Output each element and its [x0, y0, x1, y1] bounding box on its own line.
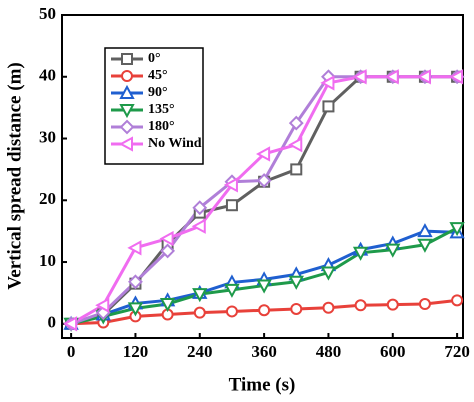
marker [290, 163, 303, 176]
legend-label: No Wind [148, 136, 202, 151]
marker [256, 279, 272, 294]
marker [384, 69, 399, 85]
marker [322, 301, 335, 314]
marker [258, 304, 271, 317]
legend-label: 0° [148, 51, 161, 66]
marker [417, 223, 433, 238]
x-tick-label: 360 [251, 342, 277, 361]
marker [127, 302, 144, 317]
y-tick-label: 20 [39, 189, 56, 208]
marker [160, 243, 176, 259]
marker [288, 275, 304, 290]
marker [386, 298, 399, 311]
marker [449, 222, 465, 237]
y-tick-label: 50 [39, 4, 56, 23]
marker [225, 199, 238, 212]
y-tick-label: 10 [39, 251, 56, 270]
marker [193, 306, 206, 319]
marker [354, 299, 367, 312]
marker [320, 75, 335, 91]
marker [320, 266, 337, 281]
y-tick-label: 30 [39, 127, 56, 146]
marker [159, 298, 176, 313]
y-tick-label: 40 [39, 66, 56, 85]
marker [256, 173, 272, 188]
marker [121, 70, 133, 82]
marker [290, 302, 303, 315]
marker [385, 243, 401, 258]
marker [451, 294, 464, 307]
marker [119, 119, 135, 135]
x-tick-label: 720 [444, 342, 470, 361]
legend-label: 90° [148, 85, 168, 100]
x-tick-label: 0 [67, 342, 76, 361]
marker [416, 69, 431, 85]
marker [121, 53, 133, 65]
marker [224, 283, 240, 298]
marker [192, 288, 208, 303]
marker [127, 240, 142, 256]
marker [159, 230, 174, 247]
marker [449, 69, 464, 85]
marker [119, 84, 135, 99]
marker [352, 246, 369, 261]
marker [223, 177, 238, 193]
marker [192, 200, 208, 216]
marker [256, 146, 271, 162]
marker [288, 115, 304, 131]
marker [95, 297, 110, 313]
plot-frame [61, 14, 464, 339]
marker [191, 218, 206, 234]
legend-label: 45° [148, 68, 168, 83]
marker [225, 305, 238, 318]
marker [288, 137, 303, 153]
legend-label: 135° [148, 102, 175, 117]
y-tick-label: 0 [48, 313, 57, 332]
y-axis-label: Vertical spread distance (m) [4, 62, 25, 289]
x-tick-label: 240 [187, 342, 213, 361]
x-axis-label: Time (s) [229, 374, 296, 395]
legend-label: 180° [148, 119, 175, 134]
marker [418, 298, 431, 311]
marker [119, 104, 135, 119]
x-tick-label: 120 [123, 342, 149, 361]
marker [322, 100, 335, 113]
marker [118, 136, 133, 152]
marker [352, 69, 367, 85]
x-tick-label: 480 [316, 342, 342, 361]
marker [63, 316, 78, 332]
marker [417, 238, 433, 253]
x-tick-label: 600 [380, 342, 406, 361]
marker [128, 274, 143, 290]
